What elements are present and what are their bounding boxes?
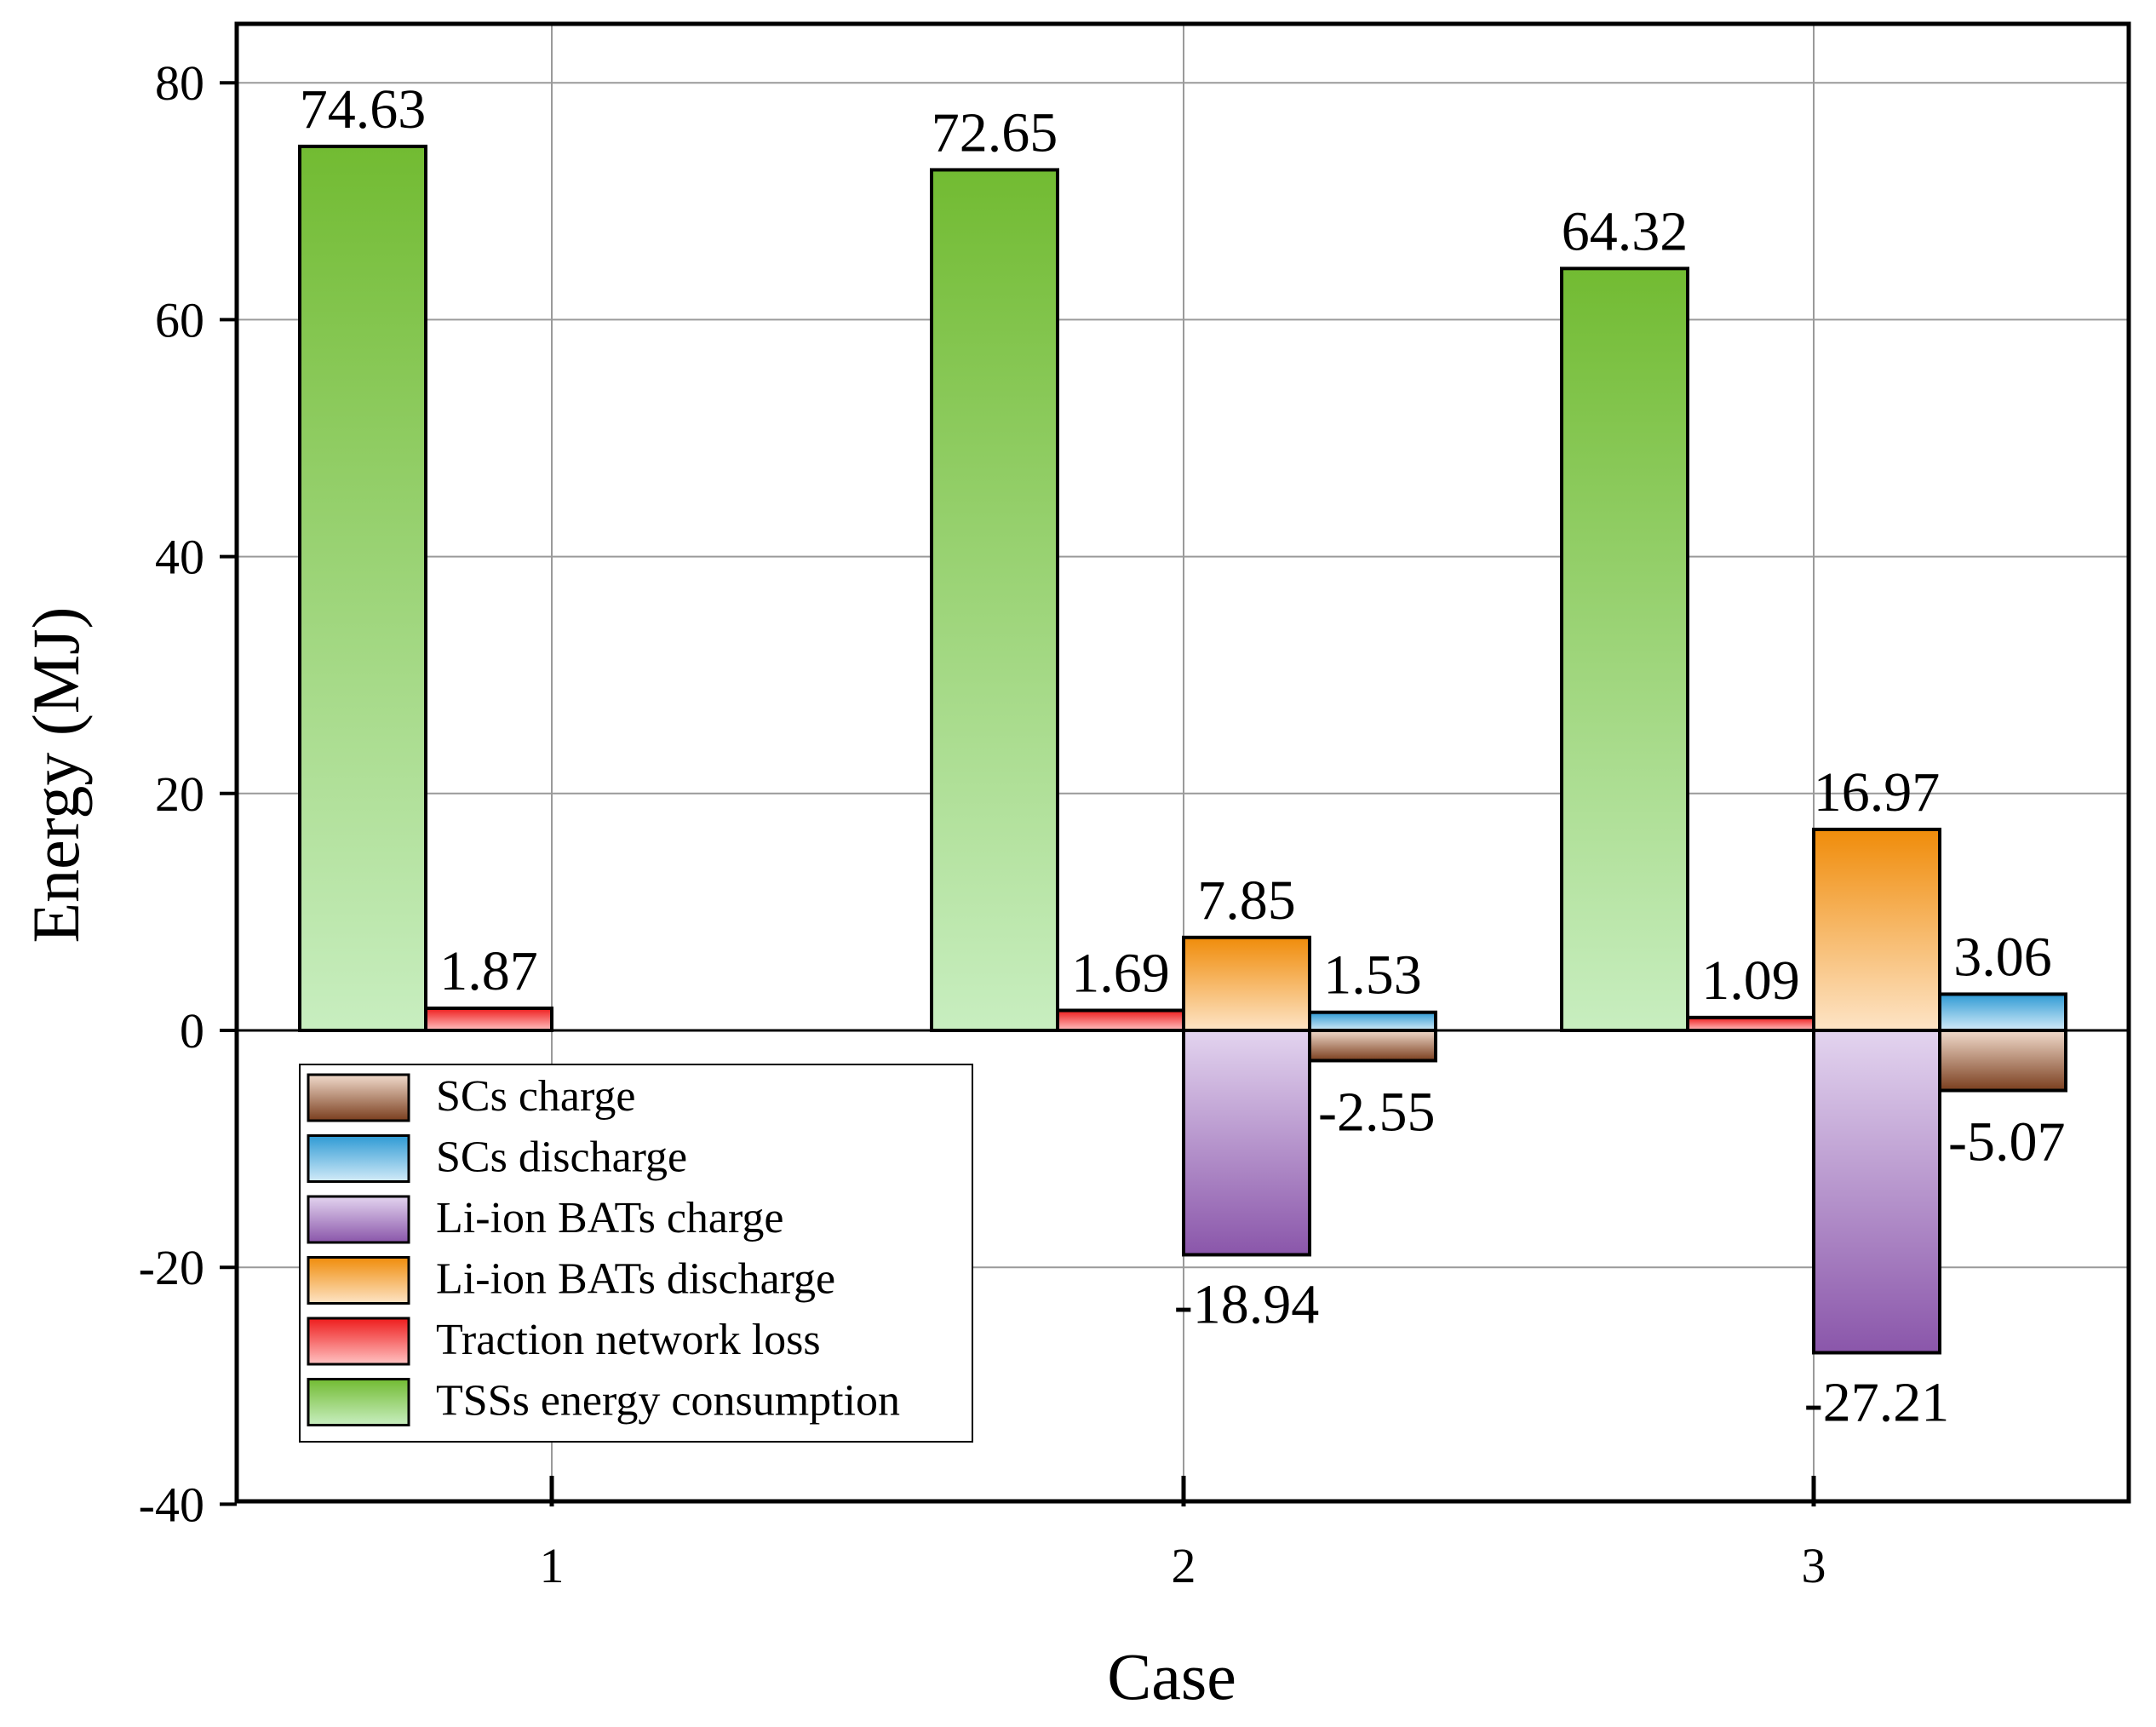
y-tick-label: 0 [180,1003,204,1059]
data-label-loss-case-2: 1.69 [1071,942,1170,1004]
y-tick-label: 40 [155,530,204,585]
bar-tss-case-1 [298,144,427,1032]
data-label-tss-case-3: 64.32 [1562,200,1689,262]
data-label-sc_dis-case-2: 1.53 [1323,944,1422,1007]
bar-bat_dis-case-3 [1812,827,1941,1033]
legend-label-loss: Traction network loss [436,1316,821,1364]
bar-bat_dis-case-2 [1182,935,1311,1033]
y-tick-label: 60 [155,292,204,347]
legend-label-sc_chg: SCs charge [436,1072,635,1121]
data-label-loss-case-3: 1.09 [1701,950,1800,1012]
bar-loss-case-1 [424,1006,553,1032]
legend-label-sc_dis: SCs discharge [436,1133,687,1182]
legend-label-bat_chg: Li-ion BATs charge [436,1194,783,1242]
legend-label-tss: TSSs energy consumption [436,1377,900,1426]
bar-sc_chg-case-2 [1308,1029,1437,1063]
bar-layer [298,144,2067,1355]
bar-sc_dis-case-2 [1308,1010,1437,1032]
legend-swatch-sc_chg [307,1073,410,1122]
data-label-tss-case-1: 74.63 [300,78,427,141]
tick-layer: -40 -20 0 20 40 60 80 1 2 3 [139,55,1826,1593]
legend: SCs charge SCs discharge Li-ion BATs charg… [299,1064,973,1443]
y-tick-label: 80 [155,55,204,111]
bar-sc_dis-case-3 [1938,992,2067,1033]
data-label-sc_dis-case-3: 3.06 [1953,926,2052,988]
bar-loss-case-2 [1056,1008,1185,1032]
y-tick-label: 20 [155,766,204,822]
y-axis-title: Energy (MJ) [19,607,93,944]
y-tick-label: -20 [139,1240,204,1295]
data-label-loss-case-1: 1.87 [439,940,538,1002]
data-label-sc_chg-case-2: -2.55 [1318,1081,1435,1143]
bar-bat_chg-case-2 [1182,1029,1311,1257]
data-label-sc_chg-case-3: -5.07 [1948,1111,2065,1173]
legend-swatch-sc_dis [307,1134,410,1183]
legend-swatch-bat_chg [307,1195,410,1244]
y-tick-label: -40 [139,1477,204,1532]
x-tick-label: 1 [540,1538,565,1593]
x-tick-label: 2 [1172,1538,1196,1593]
bar-tss-case-2 [930,168,1059,1033]
legend-box [299,1064,973,1443]
legend-swatch-bat_dis [307,1256,410,1305]
legend-swatch-loss [307,1317,410,1366]
data-label-layer: 74.63 72.65 64.32 1.87 1.69 1.09 7.85 16.97 -18.… [300,78,2066,1434]
legend-label-bat_dis: Li-ion BATs discharge [436,1255,835,1304]
bar-sc_chg-case-3 [1938,1029,2067,1093]
data-label-bat_dis-case-2: 7.85 [1197,869,1296,932]
data-label-bat_chg-case-2: -18.94 [1174,1273,1319,1335]
bar-bat_chg-case-3 [1812,1029,1941,1355]
data-label-bat_chg-case-3: -27.21 [1804,1371,1949,1433]
legend-swatch-tss [307,1378,410,1426]
data-label-tss-case-2: 72.65 [932,101,1058,164]
bar-loss-case-3 [1686,1015,1815,1033]
x-tick-label: 3 [1802,1538,1826,1593]
bar-tss-case-3 [1560,267,1689,1033]
x-axis-title: Case [1107,1639,1236,1713]
data-label-bat_dis-case-3: 16.97 [1814,761,1941,823]
